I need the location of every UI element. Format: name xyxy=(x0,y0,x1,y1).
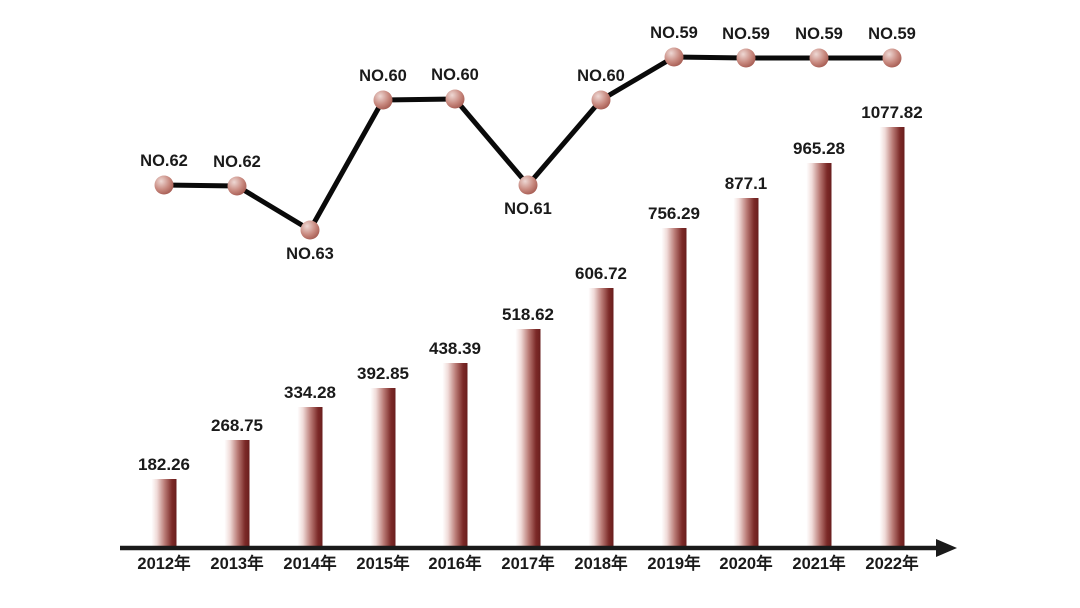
rank-label: NO.59 xyxy=(795,25,843,43)
x-axis-arrow-icon xyxy=(936,539,957,557)
rank-label: NO.60 xyxy=(431,66,479,84)
ranking-marker-2012年 xyxy=(154,175,174,195)
bar-value-label: 877.1 xyxy=(725,174,768,193)
bar-2015年 xyxy=(370,388,396,548)
bar-value-label: 334.28 xyxy=(284,383,336,402)
bar-2018年 xyxy=(588,288,614,548)
bar-2017年 xyxy=(515,329,541,548)
x-axis-tick-label: 2013年 xyxy=(210,553,264,573)
bars-layer xyxy=(151,127,905,548)
x-axis-tick-label: 2022年 xyxy=(865,553,919,573)
ranking-marker-2016年 xyxy=(445,89,465,109)
bar-2019年 xyxy=(661,228,687,548)
ranking-marker-2019年 xyxy=(664,47,684,67)
bar-value-label: 392.85 xyxy=(357,364,409,383)
bar-2013年 xyxy=(224,440,250,548)
bar-value-label: 518.62 xyxy=(502,305,554,324)
rank-label: NO.59 xyxy=(650,24,698,42)
labels-layer: 182.26 2012年 268.75 2013年 334.28 2014年 392.85 2… xyxy=(137,24,922,573)
bar-value-label: 182.26 xyxy=(138,455,190,474)
rank-label: NO.59 xyxy=(722,25,770,43)
rank-label: NO.61 xyxy=(504,200,552,218)
bar-2016年 xyxy=(442,363,468,548)
x-axis-tick-label: 2018年 xyxy=(574,553,628,573)
bar-2021年 xyxy=(806,163,832,548)
x-axis-tick-label: 2016年 xyxy=(428,553,482,573)
x-axis-tick-label: 2019年 xyxy=(647,553,701,573)
x-axis-tick-label: 2021年 xyxy=(792,553,846,573)
bar-2014年 xyxy=(297,407,323,548)
rank-label: NO.62 xyxy=(140,152,188,170)
bar-value-label: 438.39 xyxy=(429,339,481,358)
bar-2012年 xyxy=(151,479,177,548)
x-axis-tick-label: 2017年 xyxy=(501,553,555,573)
rank-label: NO.62 xyxy=(213,153,261,171)
bar-value-label: 965.28 xyxy=(793,139,845,158)
bar-value-label: 756.29 xyxy=(648,204,700,223)
x-axis-tick-label: 2014年 xyxy=(283,553,337,573)
ranking-marker-2018年 xyxy=(591,90,611,110)
ranking-marker-2017年 xyxy=(518,175,538,195)
ranking-marker-2020年 xyxy=(736,48,756,68)
bar-value-label: 1077.82 xyxy=(861,103,922,122)
rank-label: NO.60 xyxy=(359,67,407,85)
x-axis-tick-label: 2020年 xyxy=(719,553,773,573)
ranking-marker-2021年 xyxy=(809,48,829,68)
rank-label: NO.63 xyxy=(286,245,334,263)
bar-2020年 xyxy=(733,198,759,548)
ranking-marker-2022年 xyxy=(882,48,902,68)
bar-2022年 xyxy=(879,127,905,548)
ranking-marker-2013年 xyxy=(227,176,247,196)
bar-value-label: 268.75 xyxy=(211,416,263,435)
ranking-line-layer xyxy=(154,47,902,240)
bar-value-label: 606.72 xyxy=(575,264,627,283)
ranking-marker-2014年 xyxy=(300,220,320,240)
x-axis-tick-label: 2015年 xyxy=(356,553,410,573)
ranking-marker-2015年 xyxy=(373,90,393,110)
rank-label: NO.60 xyxy=(577,67,625,85)
x-axis-tick-label: 2012年 xyxy=(137,553,191,573)
x-axis xyxy=(120,539,957,557)
rank-label: NO.59 xyxy=(868,25,916,43)
